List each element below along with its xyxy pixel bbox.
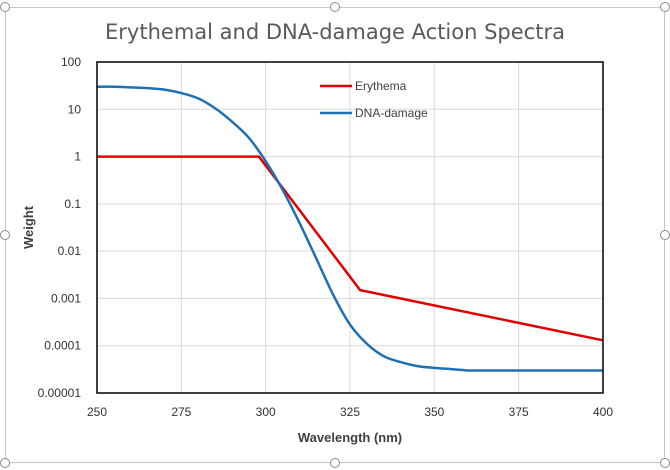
y-tick-label: 100	[61, 55, 81, 69]
legend: Erythema DNA-damage	[320, 79, 428, 120]
y-tick-label: 1	[74, 150, 81, 164]
y-tick-label: 10	[68, 102, 82, 116]
resize-handle-bottom-center[interactable]	[330, 458, 340, 468]
x-tick-label: 400	[593, 405, 613, 419]
y-axis-title: Weight	[21, 205, 36, 249]
series-line-dna-damage	[96, 85, 603, 372]
chart-title: Erythemal and DNA-damage Action Spectra	[105, 20, 565, 44]
resize-handle-bottom-left[interactable]	[0, 458, 10, 468]
resize-handle-middle-left[interactable]	[0, 230, 10, 240]
x-tick-label: 250	[87, 405, 107, 419]
y-tick-label: 0.1	[64, 197, 81, 211]
x-tick-label: 325	[340, 405, 360, 419]
y-tick-label: 0.00001	[38, 386, 82, 400]
x-tick-label: 300	[256, 405, 276, 419]
resize-handle-top-center[interactable]	[330, 2, 340, 12]
series-line-erythema	[97, 155, 604, 342]
x-tick-label: 275	[171, 405, 191, 419]
x-tick-label: 350	[424, 405, 444, 419]
plot-area	[96, 61, 604, 394]
y-tick-label: 0.001	[51, 291, 81, 305]
resize-handle-top-left[interactable]	[0, 2, 10, 12]
x-axis-title: Wavelength (nm)	[298, 430, 402, 445]
x-tick-label: 375	[509, 405, 529, 419]
legend-label-dna-damage: DNA-damage	[355, 106, 428, 120]
legend-label-erythema: Erythema	[355, 79, 407, 93]
y-tick-label: 0.0001	[44, 339, 81, 353]
y-tick-label: 0.01	[58, 244, 82, 258]
